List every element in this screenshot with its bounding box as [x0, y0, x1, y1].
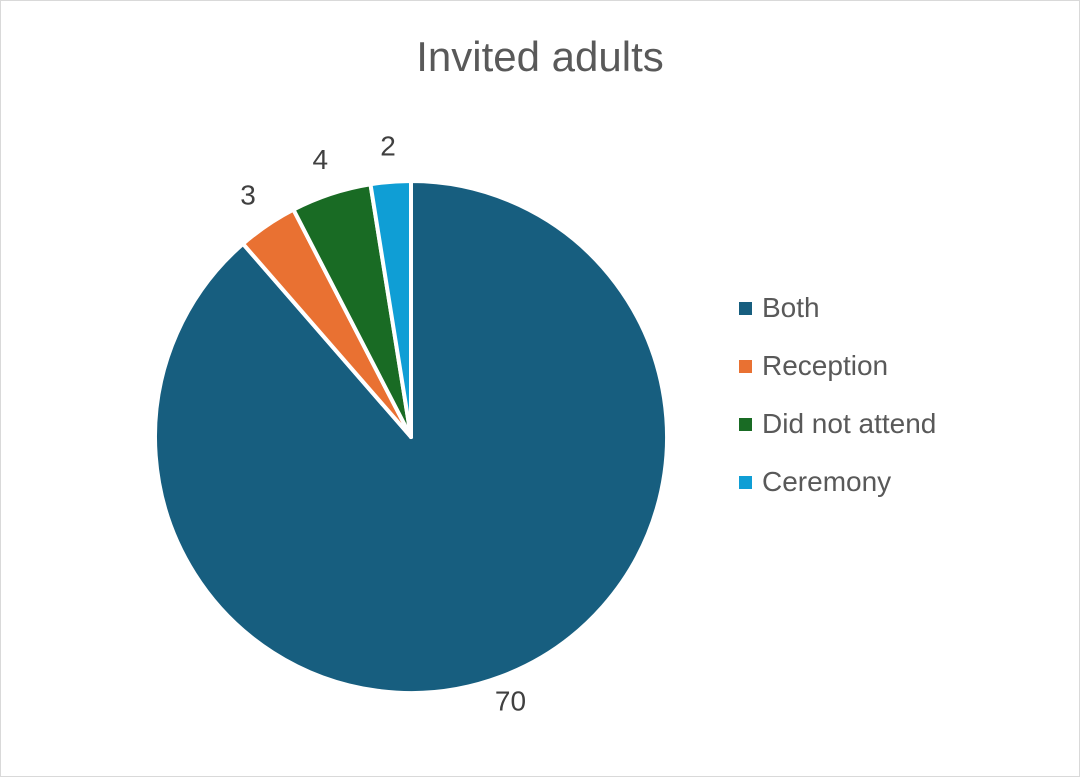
data-label-reception: 3: [240, 179, 256, 210]
legend: Both Reception Did not attend Ceremony: [739, 279, 1059, 511]
legend-swatch-both: [739, 301, 752, 315]
chart-title: Invited adults: [416, 33, 664, 80]
legend-label-did-not-attend: Did not attend: [762, 408, 937, 439]
legend-item-reception: Reception: [739, 337, 1059, 395]
legend-swatch-ceremony: [739, 475, 752, 489]
legend-swatch-did-not-attend: [739, 417, 752, 431]
data-label-both: 70: [495, 685, 526, 716]
legend-label-both: Both: [762, 292, 820, 323]
pie-slice-ceremony: [368, 179, 413, 439]
legend-label-ceremony: Ceremony: [762, 466, 892, 497]
legend-item-ceremony: Ceremony: [739, 453, 1059, 511]
legend-label-reception: Reception: [762, 350, 889, 381]
data-label-did-not-attend: 4: [313, 144, 329, 175]
legend-item-did-not-attend: Did not attend: [739, 395, 1059, 453]
legend-item-both: Both: [739, 279, 1059, 337]
legend-swatch-reception: [739, 359, 752, 373]
data-label-ceremony: 2: [380, 130, 396, 161]
